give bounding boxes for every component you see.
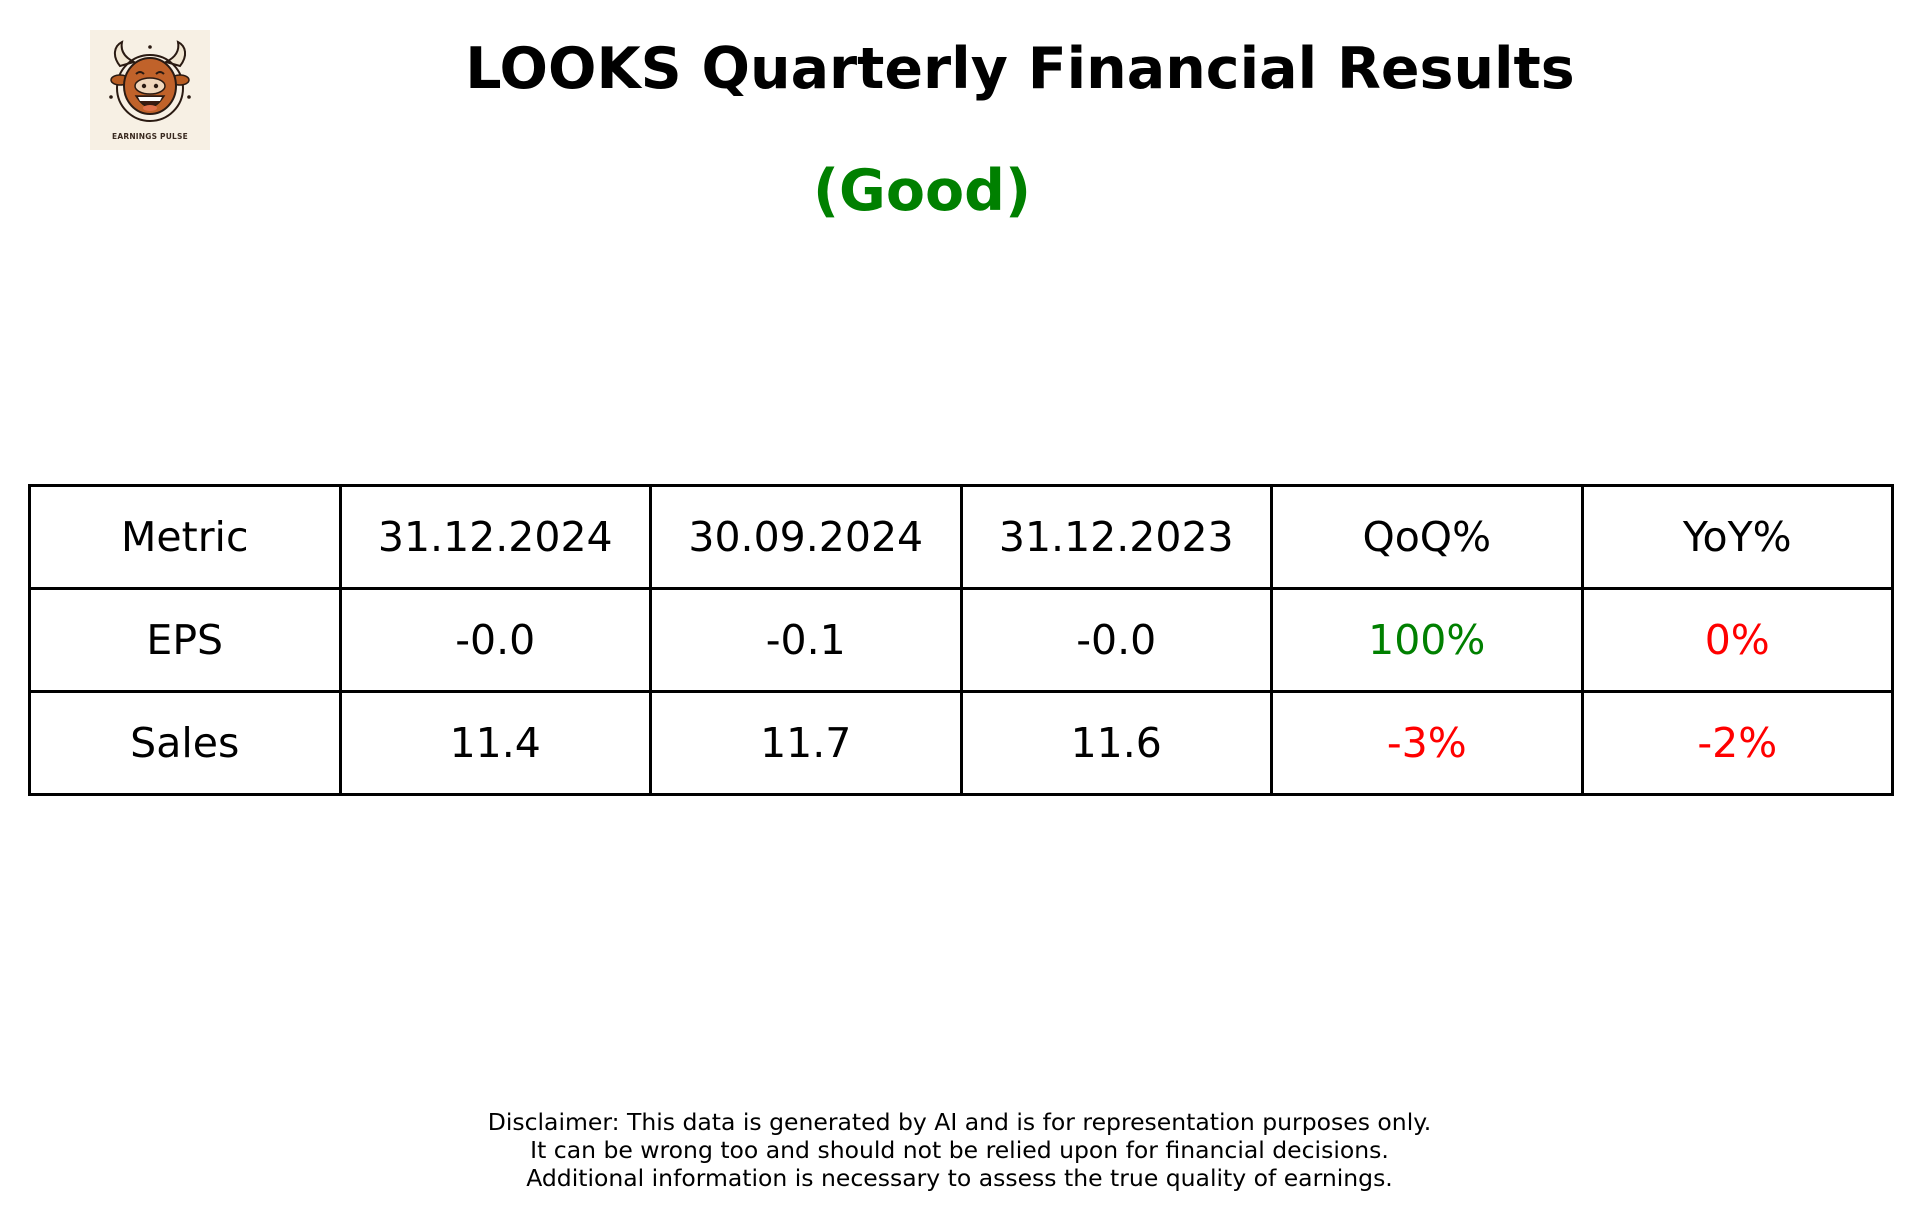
disclaimer-line: Additional information is necessary to a… — [526, 1164, 1393, 1192]
cell-metric: Sales — [28, 690, 342, 796]
cell-value: 11.7 — [649, 690, 963, 796]
cell-value: -0.0 — [338, 587, 652, 693]
table-row-eps: EPS -0.0 -0.1 -0.0 100% 0% — [28, 587, 1894, 693]
bull-mascot-icon — [109, 40, 191, 122]
earnings-pulse-logo: EARNINGS PULSE — [90, 30, 210, 150]
disclaimer: Disclaimer: This data is generated by AI… — [0, 1108, 1919, 1192]
cell-metric: EPS — [28, 587, 342, 693]
cell-qoq: -3% — [1270, 690, 1584, 796]
cell-qoq: 100% — [1270, 587, 1584, 693]
header-period-previous-year: 31.12.2023 — [959, 484, 1273, 590]
cell-value: -0.1 — [649, 587, 963, 693]
cell-value: -0.0 — [959, 587, 1273, 693]
header-period-previous-quarter: 30.09.2024 — [649, 484, 963, 590]
rating-label: (Good) — [812, 158, 1031, 224]
logo-text: EARNINGS PULSE — [112, 132, 188, 141]
header-metric: Metric — [28, 484, 342, 590]
cell-yoy: -2% — [1580, 690, 1894, 796]
disclaimer-line: Disclaimer: This data is generated by AI… — [487, 1108, 1432, 1136]
header-period-current: 31.12.2024 — [338, 484, 652, 590]
page-title: LOOKS Quarterly Financial Results — [465, 36, 1575, 102]
header-yoy: YoY% — [1580, 484, 1894, 590]
header-qoq: QoQ% — [1270, 484, 1584, 590]
table-row-sales: Sales 11.4 11.7 11.6 -3% -2% — [28, 690, 1894, 796]
cell-value: 11.6 — [959, 690, 1273, 796]
cell-yoy: 0% — [1580, 587, 1894, 693]
table-header-row: Metric 31.12.2024 30.09.2024 31.12.2023 … — [28, 484, 1894, 590]
cell-value: 11.4 — [338, 690, 652, 796]
disclaimer-line: It can be wrong too and should not be re… — [530, 1136, 1389, 1164]
financial-results-table: Metric 31.12.2024 30.09.2024 31.12.2023 … — [28, 484, 1894, 796]
